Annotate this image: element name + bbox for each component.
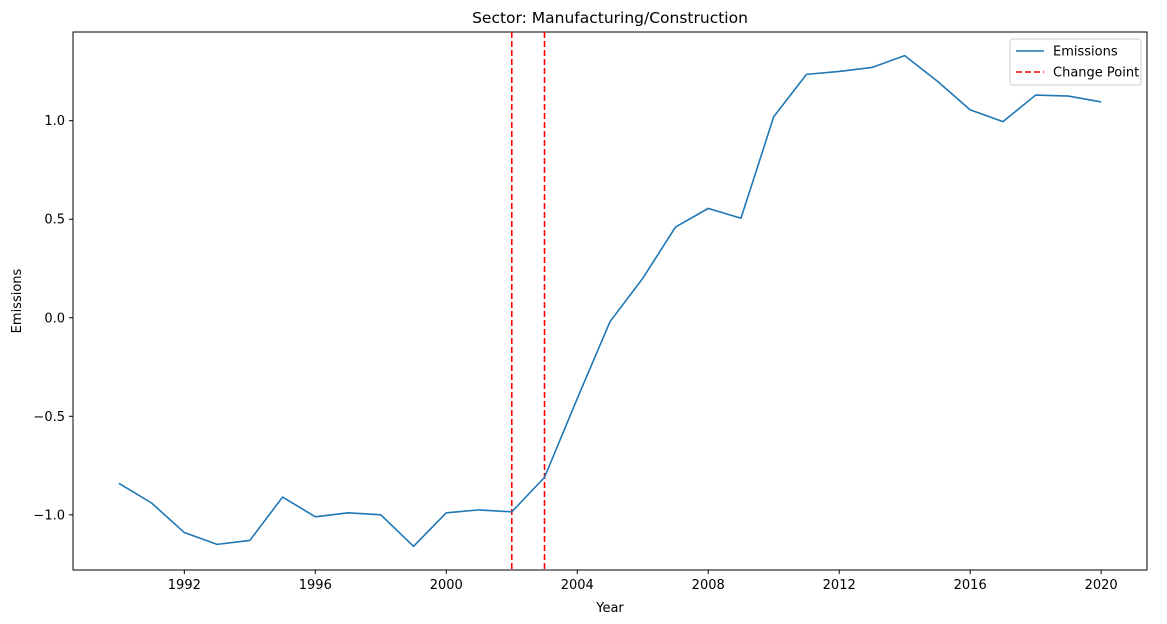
plot-frame	[72, 31, 1148, 571]
y-tick-label: 0.5	[44, 213, 65, 228]
legend-label-change-point: Change Point	[1053, 66, 1139, 81]
chart-title: Sector: Manufacturing/Construction	[472, 9, 748, 27]
x-tick-label: 1992	[168, 578, 201, 593]
legend-label-emissions: Emissions	[1053, 45, 1118, 60]
y-axis-label: Emissions	[10, 268, 25, 333]
change-point-lines	[510, 32, 546, 570]
y-tick-label: 0.0	[44, 311, 65, 326]
y-tick-label: −1.0	[33, 508, 65, 523]
x-tick-label: 2012	[823, 578, 856, 593]
x-tick-label: 2004	[561, 578, 594, 593]
legend: Emissions Change Point	[1009, 38, 1142, 86]
y-axis: −1.0 −0.5 0.0 0.5 1.0	[33, 114, 73, 523]
x-tick-label: 2020	[1085, 578, 1118, 593]
series-layer	[118, 54, 1102, 548]
series-line-emissions	[118, 54, 1102, 548]
x-tick-label: 1996	[299, 578, 332, 593]
y-tick-label: 1.0	[44, 114, 65, 129]
x-axis: 1992 1996 2000 2004 2008 2012 2016 2020	[168, 570, 1118, 593]
x-tick-label: 2008	[692, 578, 725, 593]
y-tick-label: −0.5	[33, 410, 65, 425]
x-tick-label: 2016	[954, 578, 987, 593]
x-axis-label: Year	[595, 601, 624, 616]
x-tick-label: 2000	[430, 578, 463, 593]
